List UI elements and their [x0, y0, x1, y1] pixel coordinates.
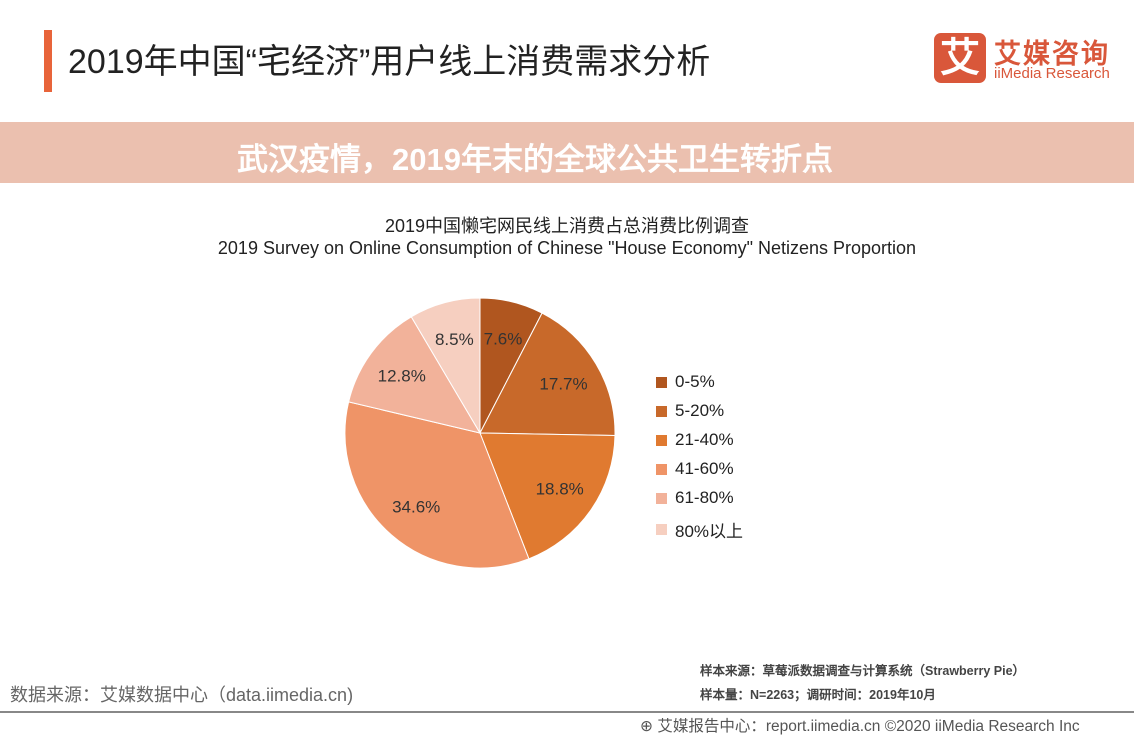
chart-subtitle: 2019 Survey on Online Consumption of Chi… [217, 238, 917, 258]
slice-label: 18.8% [536, 480, 584, 499]
page-title: 2019年中国“宅经济”用户线上消费需求分析 [68, 43, 711, 81]
footer: ⊕ 艾媒报告中心：report.iimedia.cn ©2020 iiMedia… [640, 714, 1080, 736]
slice-label: 8.5% [435, 330, 474, 349]
globe-icon: ⊕ [640, 718, 653, 735]
pie-slice-41-60% [344, 401, 530, 569]
chart-title: 2019中国懒宅网民线上消费占总消费比例调查 [384, 216, 750, 236]
legend-label: 21-40% [675, 430, 734, 449]
slice-label: 12.8% [378, 366, 426, 385]
headline-text: 武汉疫情，2019年末的全球公共卫生转折点 [237, 142, 833, 177]
sample-size: 样本量：N=2263；调研时间：2019年10月 [700, 688, 936, 702]
legend-swatch [656, 434, 667, 446]
pie-slice-21-40% [479, 432, 616, 560]
legend-item: 41-60% [656, 459, 734, 479]
legend-label: 41-60% [675, 459, 734, 478]
legend-item: 61-80% [656, 488, 734, 508]
legend-label: 0-5% [675, 372, 715, 391]
legend-swatch [656, 405, 667, 417]
legend-item: 80%以上 [656, 517, 743, 542]
legend-item: 0-5% [656, 372, 715, 392]
legend-item: 5-20% [656, 401, 724, 421]
legend-item: 21-40% [656, 430, 734, 450]
title-accent-bar [44, 30, 52, 92]
pie-slice-80%以上 [410, 297, 481, 435]
legend-label: 5-20% [675, 401, 725, 420]
logo-cn: 艾媒咨询 [994, 39, 1110, 69]
slice-label: 34.6% [392, 497, 440, 516]
legend-label: 80%以上 [675, 522, 744, 541]
headline-banner [0, 122, 1134, 183]
legend-swatch [656, 524, 667, 535]
legend-swatch [656, 463, 667, 475]
pie-slice-5-20% [479, 312, 616, 437]
footer-text: 艾媒报告中心：report.iimedia.cn ©2020 iiMedia R… [657, 718, 1080, 735]
pie-slice-61-80% [348, 316, 482, 434]
legend-swatch [656, 492, 667, 504]
legend-swatch [656, 376, 667, 388]
logo-mark: 艾 [934, 33, 986, 83]
footer-divider [0, 711, 1134, 713]
sample-source: 样本来源：草莓派数据调查与计算系统（Strawberry Pie） [700, 664, 1026, 678]
slice-label: 7.6% [484, 330, 523, 349]
data-source: 数据来源：艾媒数据中心（data.iimedia.cn) [10, 685, 354, 705]
logo-en: iiMedia Research [994, 65, 1110, 82]
legend-label: 61-80% [675, 488, 734, 507]
slice-label: 17.7% [539, 374, 587, 393]
